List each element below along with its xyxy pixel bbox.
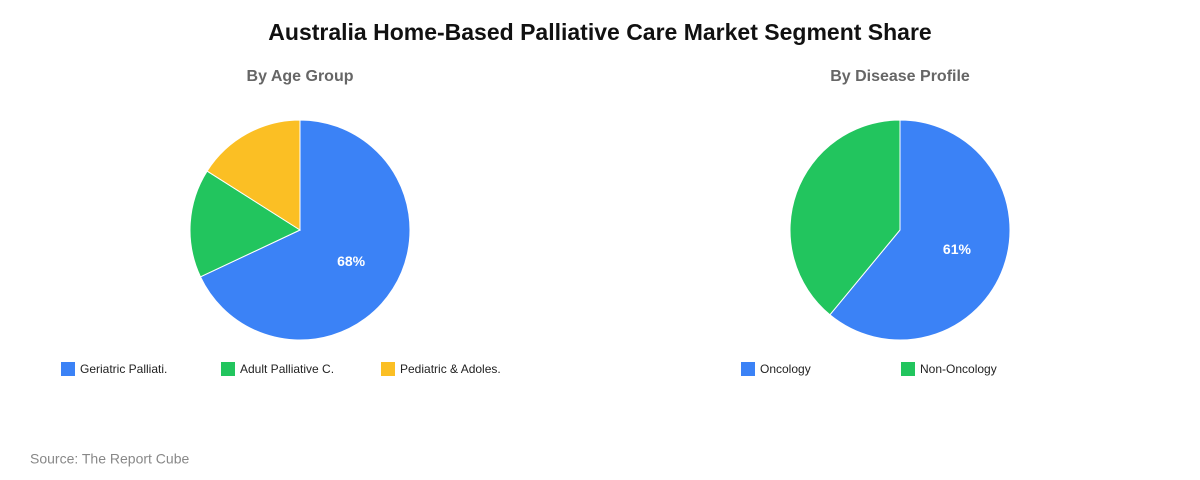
data-label: 68% [337, 253, 366, 269]
legend-label: Oncology [760, 362, 811, 376]
legend-label: Geriatric Palliati. [80, 362, 167, 376]
source: Source: The Report Cube [30, 451, 189, 467]
legend-label: Adult Palliative C. [240, 362, 334, 376]
legend-label: Non-Oncology [920, 362, 997, 376]
pie-slice [189, 170, 302, 278]
pie-slice [206, 119, 301, 231]
legend-swatch [61, 362, 75, 376]
legend-label: Pediatric & Adoles. [400, 362, 501, 376]
pie-slice [789, 119, 901, 316]
legend-swatch [381, 362, 395, 376]
pie-slice [199, 119, 411, 341]
data-label: 61% [943, 241, 972, 257]
legend-swatch [221, 362, 235, 376]
legend-swatch [901, 362, 915, 376]
page-title: Australia Home-Based Palliative Care Mar… [268, 19, 931, 45]
chart-subtitle: By Disease Profile [830, 68, 970, 85]
chart-subtitle: By Age Group [247, 68, 354, 85]
pie-slice [829, 119, 1011, 341]
legend-swatch [741, 362, 755, 376]
